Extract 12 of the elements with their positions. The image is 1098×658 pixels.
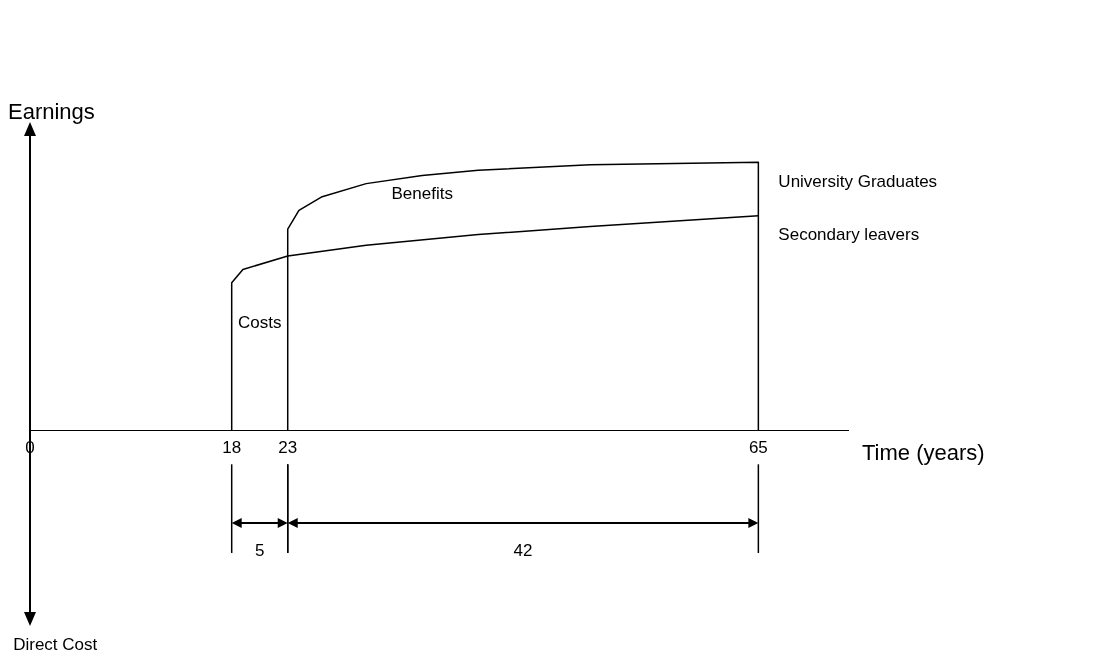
x-tick-label: 23 bbox=[278, 438, 298, 458]
text: 5 bbox=[254, 540, 265, 560]
series-label: University Graduates bbox=[778, 171, 938, 191]
text: Direct Cost bbox=[13, 634, 98, 654]
annotation: Benefits bbox=[391, 184, 453, 204]
series-label: Secondary leavers bbox=[778, 225, 920, 245]
x-axis-title: Time (years) bbox=[862, 440, 985, 466]
annotation: Costs bbox=[237, 312, 282, 332]
x-tick-label: 65 bbox=[748, 438, 768, 458]
x-tick-label: 18 bbox=[222, 438, 242, 458]
y-axis-title: Earnings bbox=[8, 99, 95, 125]
text: 42 bbox=[513, 540, 533, 560]
